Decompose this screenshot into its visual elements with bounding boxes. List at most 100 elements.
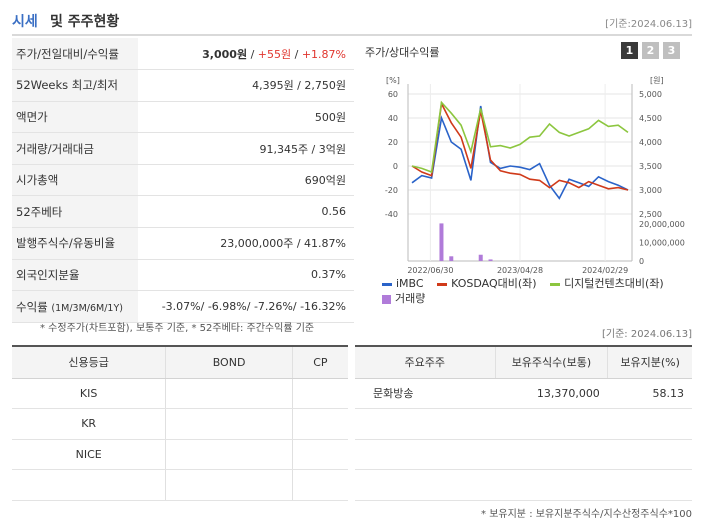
return-3m: -6.98% <box>207 300 247 314</box>
volume-value: 91,345주 / 3억원 <box>138 132 354 165</box>
week52-value: 4,395원 / 2,750원 <box>138 69 354 102</box>
credit-rating-table: 신용등급 BOND CP KIS KR NICE <box>12 345 348 501</box>
credit-agency: KR <box>12 408 167 440</box>
volume-bar <box>449 256 454 261</box>
left-tick-label: 40 <box>388 114 398 123</box>
legend-volume: 거래량 <box>382 292 425 305</box>
price-value: 3,000원 / +55원 / +1.87% <box>138 38 354 71</box>
par-value: 500원 <box>138 101 354 134</box>
beta-value: 0.56 <box>138 195 354 229</box>
volume-bars <box>439 223 493 261</box>
price-change-pct: +1.87% <box>301 47 346 61</box>
legend-kosdaq: KOSDAQ대비(좌) <box>437 277 537 290</box>
mcap-label: 시가총액 <box>12 164 138 197</box>
shares-value: 23,000,000주 / 41.87% <box>138 227 354 260</box>
chart-title: 주가/상대수익률 <box>365 46 440 59</box>
legend-label-imbc: iMBC <box>396 277 424 290</box>
volume-label: 거래량/거래대금 <box>12 132 138 165</box>
credit-agency: NICE <box>12 439 167 470</box>
credit-cp <box>292 378 348 409</box>
credit-header-rating: 신용등급 <box>12 345 167 379</box>
right-tick-label: 2,500 <box>639 210 662 219</box>
volume-tick-label: 0 <box>639 257 644 266</box>
left-tick-label: 0 <box>393 162 398 171</box>
return-label-main: 수익률 <box>16 299 48 314</box>
quote-row-beta: 52주베타 0.56 <box>12 195 354 229</box>
holder-pct <box>607 469 692 501</box>
current-price: 3,000원 <box>202 47 248 61</box>
foreign-label: 외국인지분율 <box>12 259 138 292</box>
base-date-2: [기준: 2024.06.13] <box>601 329 692 340</box>
table-row: 문화방송 13,370,000 58.13 <box>355 378 692 409</box>
legend-label-digital: 디지털컨텐츠대비(좌) <box>564 277 664 290</box>
credit-cp <box>292 439 348 470</box>
quote-row-foreign: 외국인지분율 0.37% <box>12 259 354 292</box>
price-chart: [%] [원] 60 40 20 0 -20 -40 5,000 4,500 4,000 3,5… <box>385 76 685 275</box>
return-1m: -3.07% <box>161 300 201 314</box>
left-axis-ticks: 60 40 20 0 -20 -40 <box>385 90 398 219</box>
holder-pct <box>607 439 692 470</box>
left-tick-label: -20 <box>385 186 398 195</box>
volume-axis-ticks: 20,000,000 10,000,000 0 <box>639 220 685 266</box>
legend-label-volume: 거래량 <box>395 292 426 305</box>
credit-header-cp: CP <box>292 345 348 379</box>
table-row <box>355 469 692 501</box>
credit-header-bond: BOND <box>165 345 293 379</box>
left-axis-unit: [%] <box>386 76 400 85</box>
chart-legend: iMBC KOSDAQ대비(좌) 디지털컨텐츠대비(좌) 거래량 <box>382 276 674 306</box>
return-6m: -7.26% <box>253 300 293 314</box>
series-line-1 <box>411 100 629 191</box>
left-tick-label: 60 <box>388 90 398 99</box>
table-row <box>12 469 348 501</box>
holders-header-shares: 보유주식수(보통) <box>495 345 609 379</box>
legend-swatch-volume <box>382 294 391 304</box>
beta-label: 52주베타 <box>12 195 138 229</box>
table-row: KIS <box>12 378 348 409</box>
x-tick-label: 2023/04/28 <box>497 266 543 275</box>
holder-shares <box>495 469 608 501</box>
credit-bond <box>165 439 293 470</box>
footnote-holders: * 보유지분 : 보유지분주식수/지수산정주식수*100 <box>481 509 692 520</box>
quote-table: 주가/전일대비/수익률 3,000원 / +55원 / +1.87% 52Wee… <box>12 38 354 323</box>
week52-label: 52Weeks 최고/최저 <box>12 69 138 102</box>
table-row <box>355 439 692 470</box>
holder-name: 문화방송 <box>355 378 495 409</box>
table-row <box>355 408 692 440</box>
volume-bar <box>478 254 483 261</box>
credit-agency: KIS <box>12 378 167 409</box>
holder-shares <box>495 439 608 470</box>
holder-pct: 58.13 <box>607 378 692 409</box>
legend-imbc: iMBC <box>382 277 424 290</box>
quote-row-par: 액면가 500원 <box>12 101 354 134</box>
left-tick-label: 20 <box>388 138 398 147</box>
credit-bond <box>165 469 293 501</box>
section-header: 시세 및 주주현황 [기준:2024.06.13] <box>12 6 692 36</box>
right-tick-label: 3,000 <box>639 186 662 195</box>
quote-row-mcap: 시가총액 690억원 <box>12 164 354 197</box>
foreign-value: 0.37% <box>138 259 354 292</box>
holders-header-row: 주요주주 보유주식수(보통) 보유지분(%) <box>355 345 692 379</box>
credit-agency <box>12 469 167 501</box>
legend-swatch-kosdaq <box>437 282 448 286</box>
x-tick-label: 2022/06/30 <box>407 266 453 275</box>
credit-bond <box>165 408 293 440</box>
section-title-highlight: 시세 <box>12 14 38 30</box>
base-date: [기준:2024.06.13] <box>605 19 692 30</box>
volume-bar <box>439 223 444 261</box>
chart-tab-3[interactable]: 3 <box>663 42 680 59</box>
footnote-quote: * 수정주가(차트포함), 보통주 기준, * 52주베타: 주간수익률 기준 <box>40 323 315 334</box>
x-tick-label: 2024/02/29 <box>582 266 628 275</box>
chart-tab-2[interactable]: 2 <box>642 42 659 59</box>
holders-header-pct: 보유지분(%) <box>607 345 692 379</box>
credit-header-row: 신용등급 BOND CP <box>12 345 348 379</box>
quote-row-shares: 발행주식수/유동비율 23,000,000주 / 41.87% <box>12 227 354 260</box>
return-values: -3.07%/ -6.98%/ -7.26%/ -16.32% <box>138 290 354 323</box>
quote-row-return: 수익률 (1M/3M/6M/1Y) -3.07%/ -6.98%/ -7.26%… <box>12 290 354 323</box>
right-tick-label: 3,500 <box>639 162 662 171</box>
right-axis-unit: [원] <box>650 76 664 85</box>
return-label-sub: (1M/3M/6M/1Y) <box>51 302 123 314</box>
return-label: 수익률 (1M/3M/6M/1Y) <box>12 290 138 323</box>
chart-tab-1[interactable]: 1 <box>621 42 638 59</box>
quote-row-price: 주가/전일대비/수익률 3,000원 / +55원 / +1.87% <box>12 38 354 71</box>
